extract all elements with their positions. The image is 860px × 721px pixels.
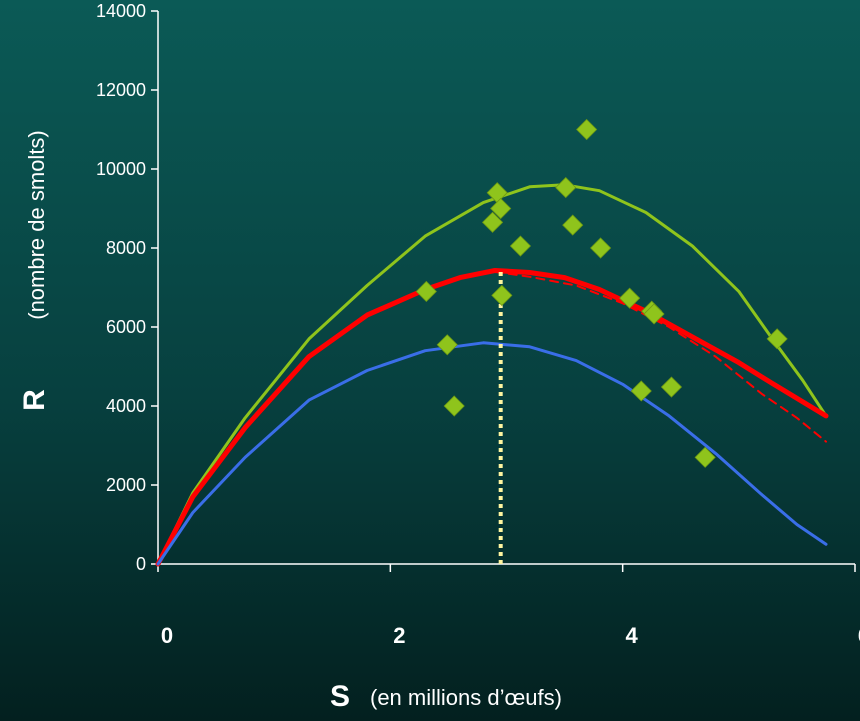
x-tick-label: 0 <box>161 623 173 648</box>
y-tick-label: 6000 <box>106 317 146 337</box>
data-point-diamond <box>630 380 652 402</box>
data-point-diamond <box>576 118 598 141</box>
x-tick-label: 2 <box>393 623 405 648</box>
lower-curve <box>156 341 828 566</box>
axes: 0 2000 4000 6000 8000 10000 12000 14000 0 2 4 6 <box>96 1 860 648</box>
y-tick-label: 2000 <box>106 475 146 495</box>
y-tick-label: 4000 <box>106 396 146 416</box>
y-tick-label: 12000 <box>96 80 146 100</box>
y-tick-label: 14000 <box>96 1 146 21</box>
x-tick-label: 6 <box>858 623 860 648</box>
data-point-diamond <box>490 197 512 220</box>
y-axis-title-sub: (nombre de smolts) <box>24 130 49 320</box>
curves <box>155 183 829 567</box>
data-point-diamond <box>766 328 788 350</box>
y-tick-label: 0 <box>136 554 146 574</box>
x-tick-label: 4 <box>626 623 639 648</box>
data-point-diamond <box>590 237 612 259</box>
x-axis-title-main: S <box>330 680 350 713</box>
data-points <box>415 118 788 468</box>
data-point-diamond <box>443 395 465 417</box>
data-point-diamond <box>491 284 513 306</box>
data-point-diamond <box>415 280 437 303</box>
y-axis-title-main: R <box>18 389 51 411</box>
y-tick-label: 10000 <box>96 159 146 179</box>
upper-curve <box>156 183 828 566</box>
data-point-diamond <box>694 446 716 468</box>
y-tick-label: 8000 <box>106 238 146 258</box>
data-point-diamond <box>643 303 665 325</box>
median-curve <box>155 268 829 567</box>
data-point-diamond <box>481 211 504 233</box>
data-point-diamond <box>509 235 532 257</box>
data-point-diamond <box>660 376 683 398</box>
x-axis-title-sub: (en millions d’œufs) <box>370 685 562 710</box>
data-point-diamond <box>555 176 577 199</box>
data-point-diamond <box>436 334 458 356</box>
data-point-diamond <box>619 287 641 309</box>
median-dashed-curve <box>493 270 827 443</box>
data-point-diamond <box>562 214 584 236</box>
